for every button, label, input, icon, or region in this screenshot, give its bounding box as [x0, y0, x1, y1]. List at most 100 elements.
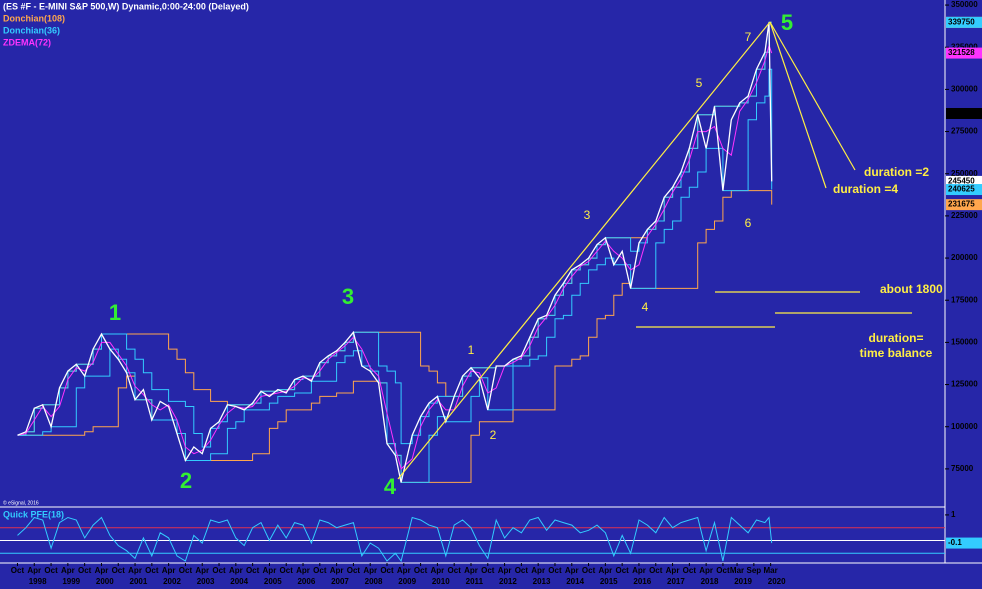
x-tick-label: Oct — [380, 566, 394, 575]
chart-title: (ES #F - E-MINI S&P 500,W) Dynamic,0:00-… — [3, 1, 249, 11]
x-year-label: 2017 — [667, 577, 685, 586]
x-tick-label: Apr — [61, 566, 75, 575]
x-tick-label: Apr — [27, 566, 41, 575]
x-year-label: 2002 — [163, 577, 181, 586]
x-year-label: 2012 — [499, 577, 517, 586]
x-year-label: 2006 — [297, 577, 315, 586]
x-year-label: 2013 — [533, 577, 551, 586]
series-line — [17, 22, 773, 483]
x-tick-label: Oct — [515, 566, 529, 575]
y-tick-label: 175000 — [951, 295, 978, 304]
price-tag — [946, 199, 982, 211]
y-tick-label: 275000 — [951, 127, 978, 136]
subwave-label: 1 — [468, 343, 475, 357]
wave-label: 1 — [109, 300, 121, 325]
price-tag-label: 245450 — [948, 177, 975, 186]
x-year-label: 2008 — [365, 577, 383, 586]
y-tick-label: 300000 — [951, 85, 978, 94]
x-tick-label: Oct — [582, 566, 596, 575]
price-tag — [946, 47, 982, 59]
x-year-label: 2005 — [264, 577, 282, 586]
x-year-label: 1998 — [29, 577, 47, 586]
trendlines — [397, 21, 912, 480]
x-tick-label: Apr — [296, 566, 310, 575]
y-tick-label: 250000 — [951, 169, 978, 178]
x-tick-label: Apr — [229, 566, 243, 575]
x-tick-label: Sep — [747, 566, 762, 575]
x-year-label: 2009 — [398, 577, 416, 586]
x-tick-label: Apr — [195, 566, 209, 575]
x-tick-label: Oct — [649, 566, 663, 575]
x-year-label: 2016 — [633, 577, 651, 586]
legend-entry: ZDEMA(72) — [3, 37, 51, 47]
y-tick-label: 150000 — [951, 338, 978, 347]
legend-entry: Donchian(108) — [3, 13, 65, 23]
x-tick-label: Oct — [481, 566, 495, 575]
wave-label: 5 — [781, 10, 793, 35]
price-tag-label: 339750 — [948, 17, 975, 26]
price-tag — [946, 537, 982, 549]
x-tick-label: Oct — [11, 566, 25, 575]
price-tag — [946, 175, 982, 187]
price-tag — [946, 16, 982, 28]
x-tick-label: Mar — [730, 566, 744, 575]
x-tick-label: Oct — [212, 566, 226, 575]
x-tick-label: Apr — [464, 566, 478, 575]
x-tick-label: Oct — [179, 566, 193, 575]
annotation: about 1800 — [880, 282, 943, 296]
x-tick-label: Oct — [313, 566, 327, 575]
x-tick-label: Apr — [498, 566, 512, 575]
x-year-label: 2011 — [466, 577, 484, 586]
x-tick-label: Oct — [44, 566, 58, 575]
subwave-label: 2 — [490, 428, 497, 442]
x-tick-label: Apr — [666, 566, 680, 575]
x-year-label: 2019 — [734, 577, 752, 586]
x-year-label: 2015 — [600, 577, 618, 586]
x-year-label: 2007 — [331, 577, 349, 586]
panel-title: Quick PFE(18) — [3, 509, 64, 519]
x-tick-label: Apr — [162, 566, 176, 575]
price-tag-label: 240625 — [948, 185, 975, 194]
annotation: duration= — [868, 331, 923, 345]
x-tick-label: Oct — [448, 566, 462, 575]
y-tick-label: 125000 — [951, 380, 978, 389]
y-tick-label: 200000 — [951, 253, 978, 262]
y-tick-label: 225000 — [951, 211, 978, 220]
x-tick-label: Oct — [683, 566, 697, 575]
subwave-label: 5 — [696, 76, 703, 90]
x-tick-label: Apr — [431, 566, 445, 575]
x-tick-label: Apr — [598, 566, 612, 575]
series-line — [17, 516, 773, 563]
subwave-label: 4 — [642, 300, 649, 314]
price-tag-label: -0.1 — [948, 538, 962, 547]
trendline — [769, 21, 827, 189]
x-tick-label: Oct — [414, 566, 428, 575]
series-line — [17, 68, 773, 483]
x-tick-label: Mar — [764, 566, 778, 575]
x-tick-label: Oct — [145, 566, 159, 575]
y-tick-label: 350000 — [951, 0, 978, 9]
x-tick-label: Oct — [347, 566, 361, 575]
x-year-label: 2004 — [230, 577, 248, 586]
trendline — [397, 21, 771, 480]
price-tag-label: 285712 — [948, 109, 975, 118]
x-year-label: 2000 — [96, 577, 114, 586]
x-tick-label: Apr — [397, 566, 411, 575]
y-tick-label: 100000 — [951, 422, 978, 431]
price-tag-label: 231675 — [948, 200, 975, 209]
legend-entry: Donchian(36) — [3, 25, 60, 35]
price-tag — [946, 107, 982, 119]
x-tick-label: Apr — [531, 566, 545, 575]
wave-label: 4 — [384, 474, 397, 499]
x-tick-label: Apr — [565, 566, 579, 575]
x-tick-label: Oct — [615, 566, 629, 575]
x-year-label: 2018 — [701, 577, 719, 586]
annotation: time balance — [860, 346, 933, 360]
x-year-label: 2014 — [566, 577, 584, 586]
copyright: © eSignal, 2016 — [3, 499, 39, 506]
trendline — [769, 21, 856, 171]
subwave-label: 6 — [745, 216, 752, 230]
annotation: duration =2 — [864, 165, 929, 179]
x-tick-label: Oct — [716, 566, 730, 575]
